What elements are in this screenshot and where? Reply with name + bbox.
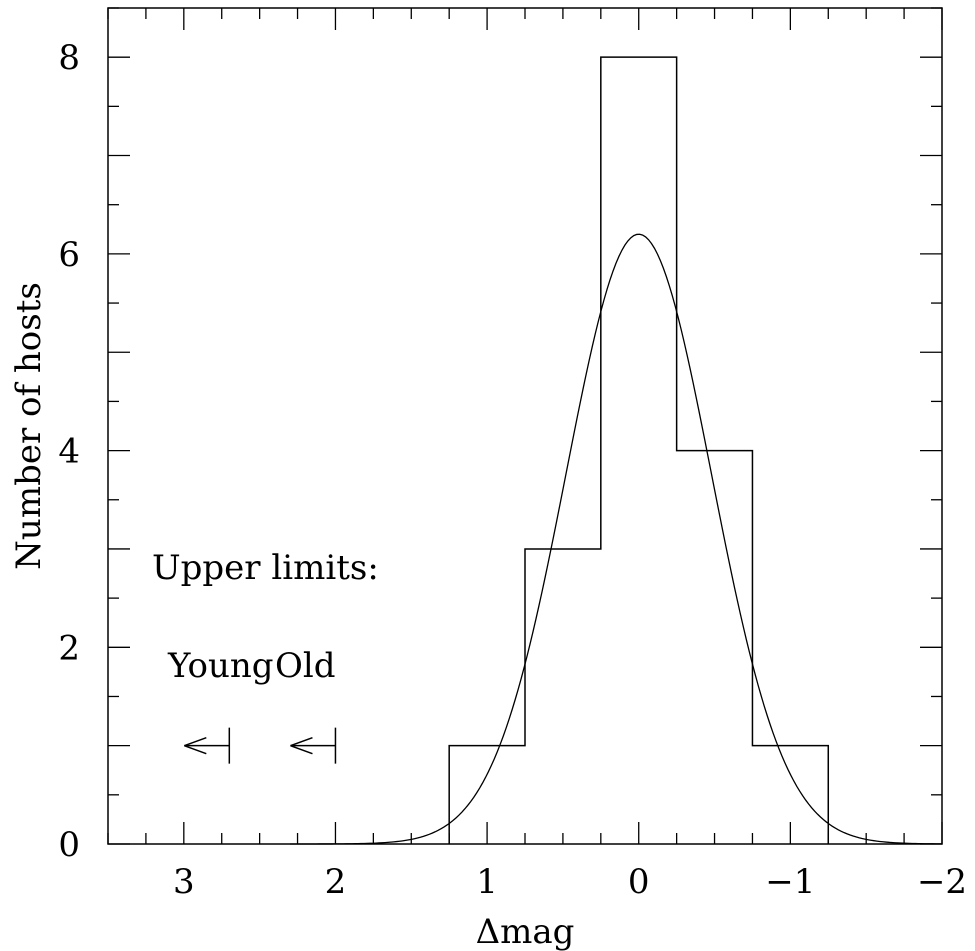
young-label: Young (167, 646, 274, 686)
upper-limit-arrows (184, 727, 337, 764)
x-tick-labels: 3 2 1 0 −1 −2 (173, 862, 967, 902)
x-tick-label: 1 (476, 862, 498, 902)
upper-limit-arrow-young (184, 727, 231, 764)
x-axis-title: Δmag (476, 912, 575, 951)
x-tick-label: −2 (917, 862, 967, 902)
x-tick-label: −1 (765, 862, 815, 902)
x-tick-label: 3 (173, 862, 195, 902)
x-tick-label: 2 (325, 862, 347, 902)
y-tick-label: 8 (58, 38, 80, 78)
axis-ticks (107, 7, 943, 845)
x-tick-label: 0 (628, 862, 650, 902)
y-tick-label: 6 (58, 235, 80, 275)
upper-limit-arrow-old (290, 727, 337, 764)
y-axis-title: Number of hosts (9, 282, 49, 570)
y-tick-labels: 0 2 4 6 8 (58, 38, 80, 865)
y-tick-label: 4 (58, 432, 80, 472)
y-tick-label: 0 (58, 825, 80, 865)
upper-limits-label: Upper limits: (152, 548, 379, 588)
y-tick-label: 2 (58, 628, 80, 668)
histogram-bars (448, 56, 830, 844)
gaussian-fit-curve (289, 233, 943, 845)
old-label: Old (275, 646, 336, 686)
